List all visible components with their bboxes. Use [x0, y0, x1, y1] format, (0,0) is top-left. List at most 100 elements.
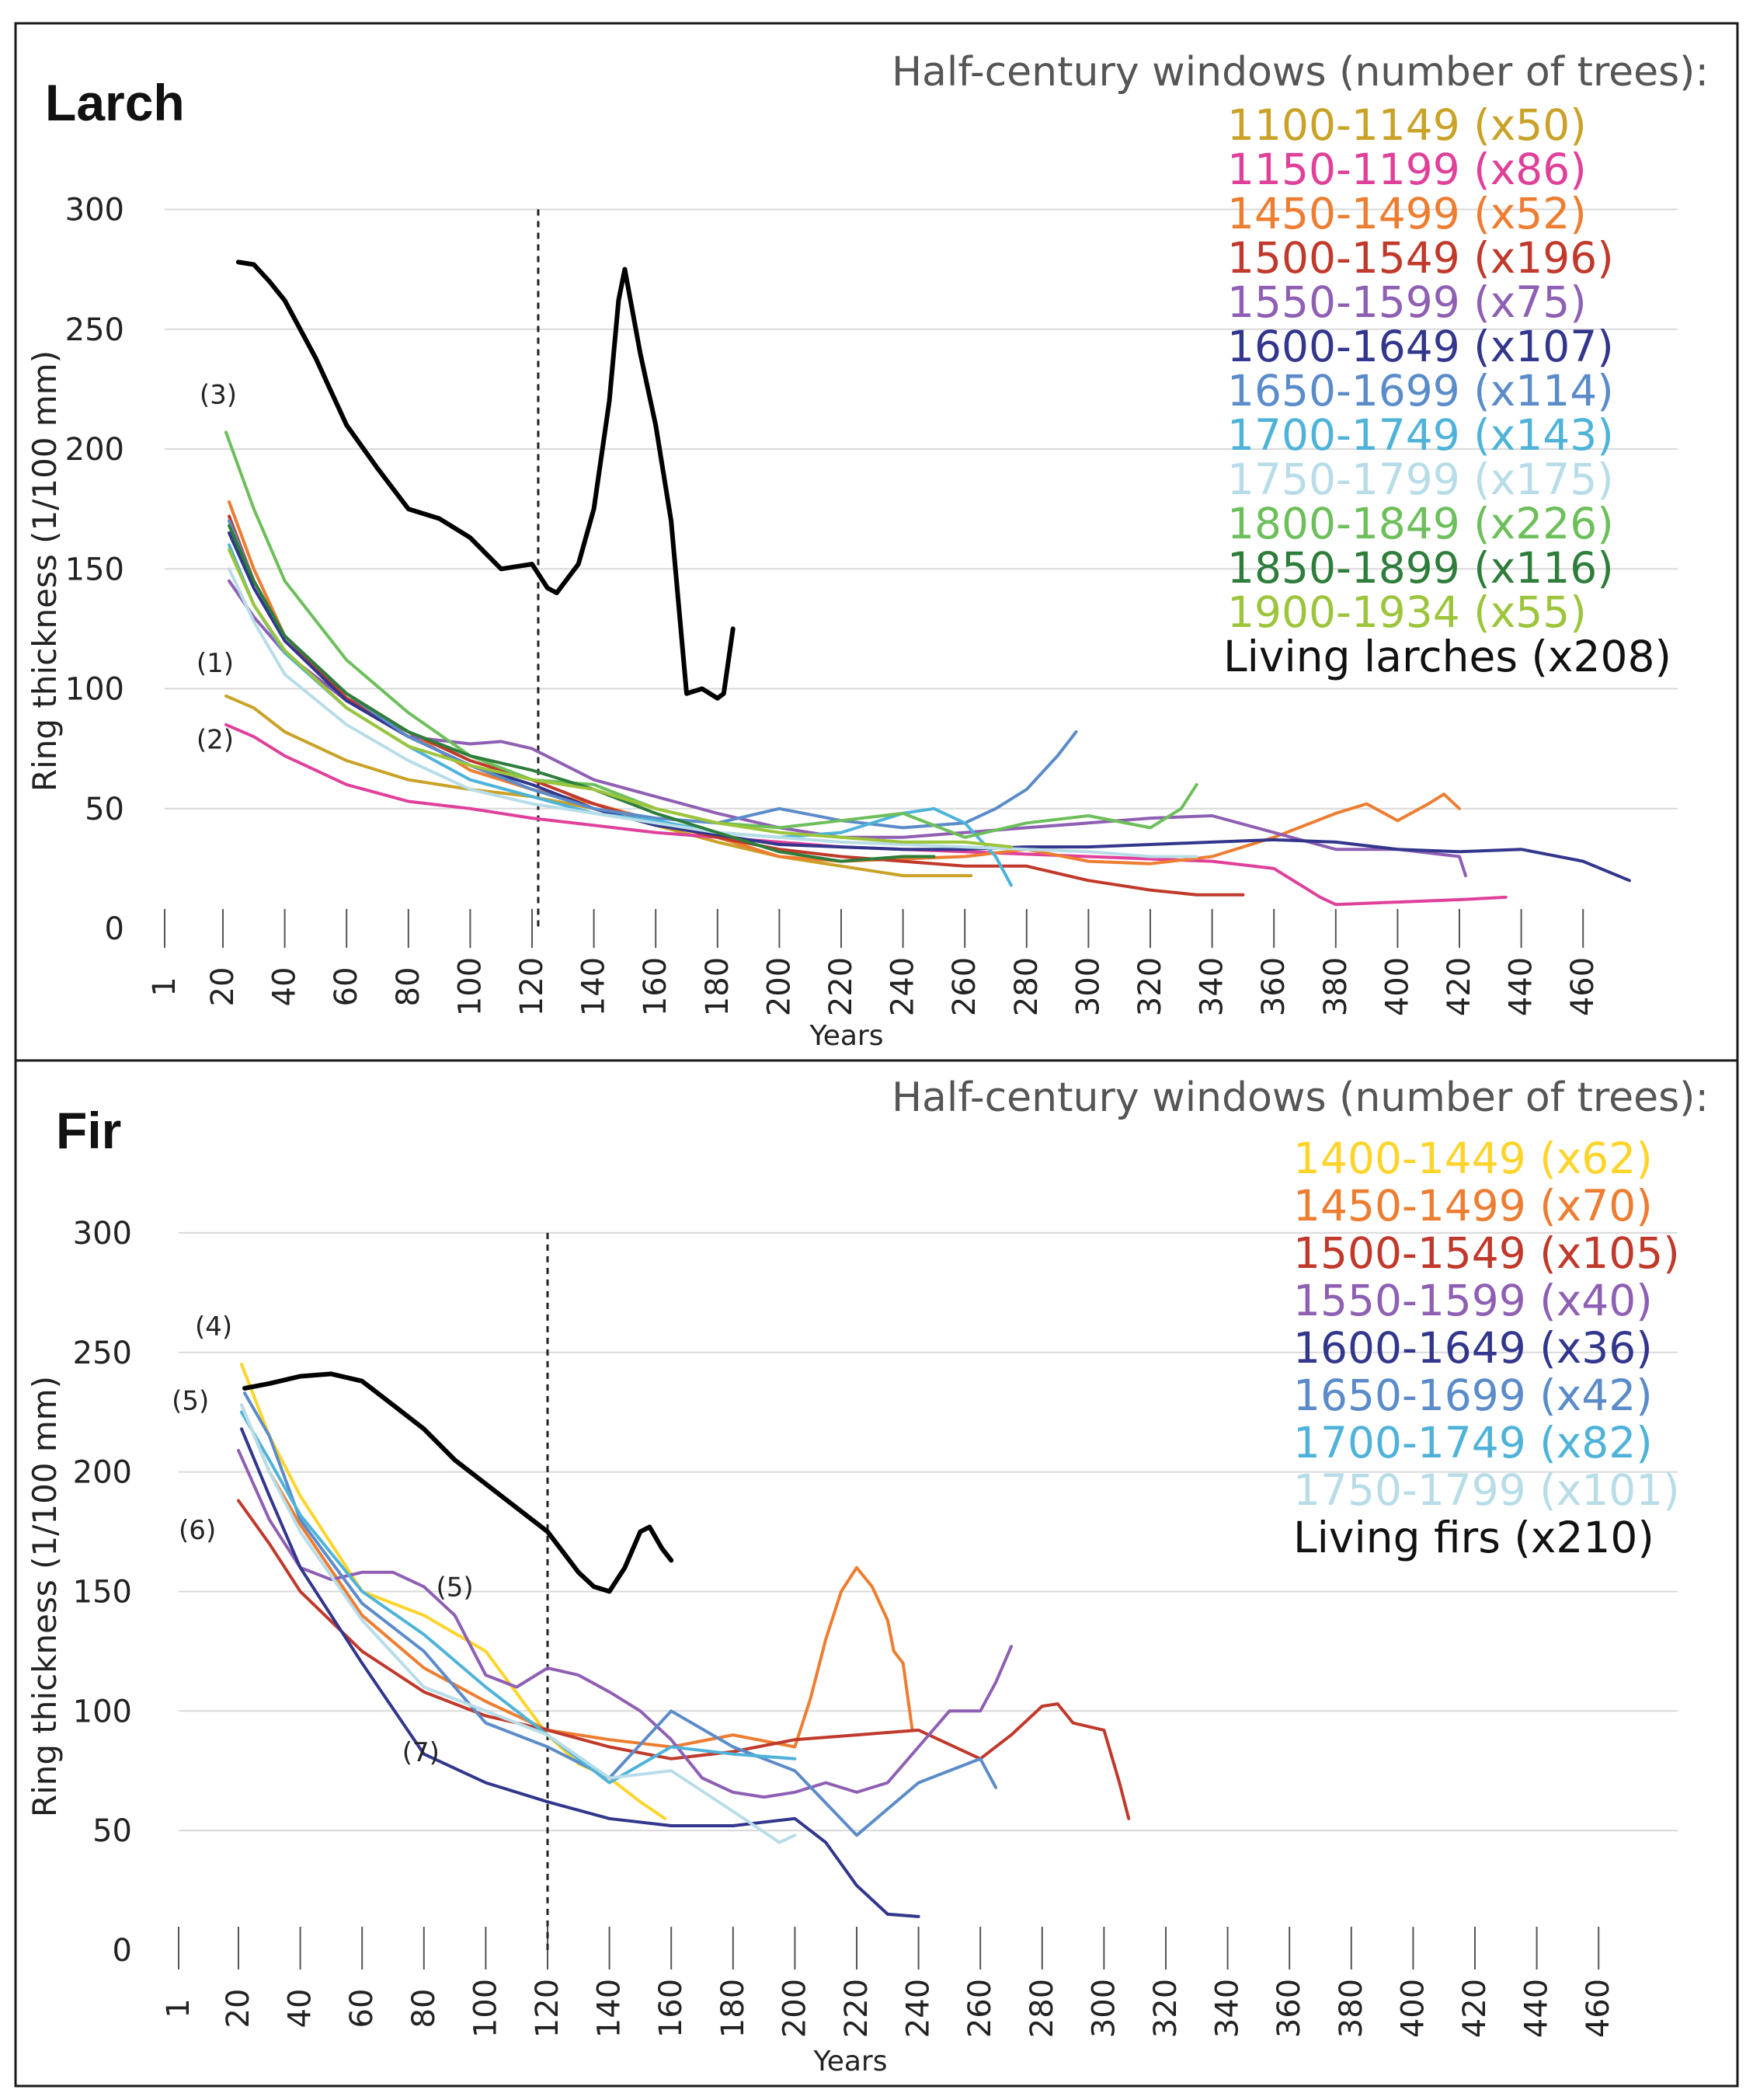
- x-tick-label: 340: [1195, 957, 1230, 1016]
- series-line-1750-1799-x175: [228, 567, 1198, 858]
- x-tick-label: 360: [1271, 1979, 1307, 2038]
- legend-entry-1150-1199-x86: 1150-1199 (x86): [1227, 145, 1587, 194]
- x-tick-label: 300: [1086, 1979, 1122, 2038]
- legend-entry-1750-1799-x101: 1750-1799 (x101): [1293, 1465, 1680, 1515]
- x-tick-label: 120: [530, 1979, 565, 2038]
- x-tick-label: 60: [329, 967, 364, 1007]
- y-tick-label: 250: [65, 312, 124, 348]
- x-tick-label: 40: [283, 1989, 318, 2029]
- x-tick-label: 200: [777, 1979, 812, 2038]
- x-tick-label: 380: [1318, 957, 1354, 1016]
- series-line-1550-1599-x40: [237, 1448, 1013, 1799]
- x-tick-label: 460: [1581, 1979, 1616, 2038]
- x-tick-label: 20: [205, 967, 241, 1007]
- legend-entry-living-larches-x208: Living larches (x208): [1223, 632, 1671, 681]
- annotation-label: (5): [172, 1386, 209, 1417]
- y-tick-label: 200: [73, 1455, 132, 1491]
- x-tick-label: 100: [468, 1979, 503, 2038]
- y-tick-label: 0: [113, 1933, 132, 1969]
- y-tick-label: 0: [105, 911, 124, 947]
- x-tick-label: 440: [1504, 957, 1539, 1016]
- legend-entry-1700-1749-x143: 1700-1749 (x143): [1227, 410, 1614, 460]
- annotation-label: (1): [197, 648, 234, 679]
- panel-title: Larch: [45, 74, 185, 131]
- x-tick-label: 460: [1565, 957, 1601, 1016]
- x-tick-label: 440: [1519, 1979, 1555, 2038]
- x-tick-label: 140: [592, 1979, 628, 2038]
- series-lines: [224, 259, 1631, 907]
- x-tick-label: 80: [406, 1989, 442, 2029]
- annotation-label: (5): [437, 1572, 474, 1604]
- legend-entry-1500-1549-x105: 1500-1549 (x105): [1293, 1228, 1680, 1278]
- x-tick-label: 400: [1395, 1979, 1431, 2038]
- y-axis-label: Ring thickness (1/100 mm): [26, 350, 64, 792]
- legend-entry-1550-1599-x75: 1550-1599 (x75): [1227, 277, 1587, 327]
- x-tick-label: 120: [514, 957, 550, 1016]
- legend-entry-1700-1749-x82: 1700-1749 (x82): [1293, 1418, 1653, 1468]
- series-line-1450-1499-x70: [240, 1403, 914, 1749]
- x-axis-label: Years: [809, 1020, 884, 1052]
- series-lines: [237, 1363, 1131, 1918]
- legend-entry-1850-1899-x116: 1850-1899 (x116): [1227, 543, 1614, 593]
- x-tick-label: 140: [576, 957, 612, 1016]
- series-line-1900-1934-x55: [228, 548, 1013, 849]
- larch-panel: Larch Half-century windows (number of tr…: [26, 49, 1709, 1052]
- series-line-1500-1549-x196: [228, 514, 1245, 897]
- legend-entry-1800-1849-x226: 1800-1849 (x226): [1227, 499, 1614, 549]
- x-tick-label: 260: [947, 957, 983, 1016]
- x-tick-label: 400: [1379, 957, 1415, 1016]
- x-tick-label: 100: [452, 957, 488, 1016]
- x-tick-label: 420: [1457, 1979, 1493, 2038]
- series-line-1750-1799-x101: [240, 1403, 797, 1844]
- legend-entry-1100-1149-x50: 1100-1149 (x50): [1227, 100, 1587, 150]
- fir-panel: Fir Half-century windows (number of tree…: [26, 1074, 1709, 2077]
- y-tick-label: 150: [73, 1574, 132, 1610]
- series-line-1100-1149-x50: [224, 694, 973, 878]
- annotation-label: (2): [197, 725, 234, 756]
- y-tick-label: 300: [73, 1216, 132, 1252]
- annotations: (4) (5) (6) (5) (7): [172, 1311, 474, 1768]
- x-axis: 1 20 40 60 80 100 120 140 160 180 200 220 240 260 280 3…: [161, 1927, 1616, 2038]
- annotation-label: (7): [402, 1737, 440, 1768]
- x-axis: 1 20 40 60 80 100 120 140 160 180 200 220 240 260 280 3…: [147, 909, 1601, 1016]
- series-line-1500-1549-x105: [237, 1499, 1131, 1820]
- legend-title: Half-century windows (number of trees):: [892, 1074, 1709, 1121]
- annotations: (1) (2) (3): [197, 379, 237, 755]
- x-tick-label: 280: [1024, 1979, 1060, 2038]
- legend: 1100-1149 (x50)1150-1199 (x86)1450-1499 …: [1223, 100, 1671, 681]
- x-axis-label: Years: [813, 2046, 888, 2077]
- x-tick-label: 180: [715, 1979, 751, 2038]
- y-tick-label: 100: [73, 1694, 132, 1729]
- x-tick-label: 20: [221, 1989, 256, 2029]
- x-tick-label: 240: [901, 1979, 937, 2038]
- annotation-label: (4): [195, 1311, 232, 1343]
- x-tick-label: 240: [885, 957, 921, 1016]
- panel-title: Fir: [56, 1102, 121, 1159]
- x-tick-label: 180: [700, 957, 736, 1016]
- series-line-1850-1899-x116: [228, 524, 936, 863]
- x-tick-label: 340: [1210, 1979, 1246, 2038]
- annotation-label: (3): [200, 379, 237, 410]
- legend: 1400-1449 (x62)1450-1499 (x70)1500-1549 …: [1293, 1134, 1680, 1562]
- y-gridlines: [165, 208, 1678, 810]
- y-gridlines: [179, 1231, 1678, 1832]
- y-tick-label: 50: [92, 1813, 132, 1849]
- x-tick-label: 220: [823, 957, 859, 1016]
- series-line-1700-1749-x82: [240, 1410, 797, 1785]
- y-tick-labels: 0 50 100 150 200 250 300: [65, 193, 124, 948]
- x-tick-label: 80: [391, 967, 426, 1007]
- legend-entry-1450-1499-x52: 1450-1499 (x52): [1227, 189, 1587, 239]
- y-tick-labels: 0 50 100 150 200 250 300: [73, 1216, 132, 1969]
- x-tick-label: 40: [267, 967, 303, 1007]
- series-line-1400-1449-x62: [240, 1363, 667, 1820]
- x-tick-label: 160: [653, 1979, 689, 2038]
- x-tick-label: 300: [1070, 957, 1106, 1016]
- y-tick-label: 50: [85, 792, 124, 827]
- series-line-living-larches-x208: [235, 259, 736, 701]
- y-tick-label: 150: [65, 552, 124, 587]
- legend-entry-1650-1699-x42: 1650-1699 (x42): [1293, 1370, 1653, 1420]
- x-tick-label: 260: [962, 1979, 998, 2038]
- x-tick-label: 320: [1132, 957, 1168, 1016]
- y-axis-label: Ring thickness (1/100 mm): [26, 1376, 64, 1817]
